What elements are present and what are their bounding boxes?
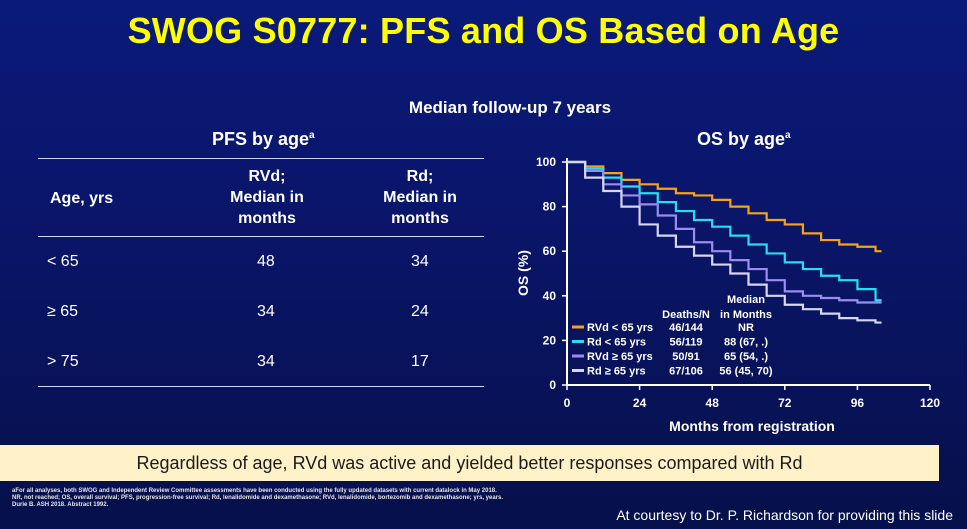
os-title-text: OS by age bbox=[697, 129, 786, 149]
header-rvd-line1: RVd; bbox=[248, 168, 286, 185]
os-title-sup: a bbox=[785, 130, 791, 141]
header-rd-line1: Rd; bbox=[406, 168, 434, 185]
x-tick-label: 96 bbox=[851, 396, 865, 410]
os-chart: 0 20 40 60 80 100 0 24 48 72 96 120 Median in Months… bbox=[515, 155, 940, 434]
table-bottom-rule bbox=[38, 386, 484, 387]
x-tick-label: 0 bbox=[564, 396, 571, 410]
x-tick-label: 120 bbox=[920, 396, 940, 410]
header-age: Age, yrs bbox=[50, 190, 114, 207]
y-tick-label: 100 bbox=[536, 155, 556, 169]
footnote-2: NR, not reached; OS, overall survival; P… bbox=[12, 495, 504, 501]
legend-series-name: RVd ≥ 65 yrs bbox=[587, 351, 653, 363]
header-rd-line2: Median in bbox=[383, 189, 457, 206]
legend-median: 65 (54, .) bbox=[724, 351, 768, 363]
legend-deaths: 56/119 bbox=[669, 337, 702, 349]
header-rvd-line3: months bbox=[238, 210, 296, 227]
legend-deaths: 46/144 bbox=[669, 322, 704, 334]
x-axis-label: Months from registration bbox=[669, 418, 835, 434]
series-line bbox=[567, 160, 882, 302]
row-rvd: 48 bbox=[257, 253, 275, 270]
y-tick-label: 40 bbox=[543, 289, 557, 303]
table-header-rule bbox=[38, 236, 484, 237]
legend-median: NR bbox=[738, 322, 754, 334]
header-rd-line3: months bbox=[391, 210, 449, 227]
row-rd: 34 bbox=[411, 253, 429, 270]
legend-series-name: Rd < 65 yrs bbox=[587, 337, 646, 349]
legend-deaths: 67/106 bbox=[669, 366, 703, 378]
courtesy-note: At courtesy to Dr. P. Richardson for pro… bbox=[616, 507, 953, 523]
y-tick-label: 0 bbox=[549, 378, 556, 392]
os-title: OS by agea bbox=[697, 129, 791, 150]
header-rd: Rd; Median in months bbox=[365, 166, 475, 229]
series-line bbox=[567, 160, 882, 324]
legend-median: 56 (45, 70) bbox=[719, 366, 773, 378]
summary-banner: Regardless of age, RVd was active and yi… bbox=[0, 445, 939, 481]
row-rd: 24 bbox=[411, 303, 429, 320]
footnote-1: aFor all analyses, both SWOG and Indepen… bbox=[12, 488, 497, 494]
legend-deaths: 50/91 bbox=[672, 351, 700, 363]
row-rvd: 34 bbox=[257, 353, 275, 370]
row-age: > 75 bbox=[47, 353, 79, 370]
y-axis-label: OS (%) bbox=[515, 250, 531, 296]
row-age: ≥ 65 bbox=[47, 303, 79, 320]
row-rd: 17 bbox=[411, 353, 429, 370]
x-tick-label: 48 bbox=[706, 396, 720, 410]
header-rvd-line2: Median in bbox=[230, 189, 304, 206]
x-tick-label: 24 bbox=[633, 396, 647, 410]
y-tick-label: 60 bbox=[543, 244, 557, 258]
followup-note: Median follow-up 7 years bbox=[408, 98, 612, 117]
legend-series-name: Rd ≥ 65 yrs bbox=[587, 366, 646, 378]
legend-header-median: in Months bbox=[720, 309, 772, 321]
legend-header-deaths: Deaths/N bbox=[662, 309, 710, 321]
row-rvd: 34 bbox=[257, 303, 275, 320]
series-line bbox=[567, 160, 882, 253]
y-tick-label: 20 bbox=[543, 333, 557, 347]
y-tick-label: 80 bbox=[543, 200, 557, 214]
table-top-rule bbox=[38, 158, 484, 159]
legend-header-median: Median bbox=[727, 294, 765, 306]
legend-median: 88 (67, .) bbox=[724, 337, 768, 349]
header-rvd: RVd; Median in months bbox=[212, 166, 322, 229]
row-age: < 65 bbox=[47, 253, 79, 270]
pfs-title-sup: a bbox=[309, 130, 315, 141]
legend-series-name: RVd < 65 yrs bbox=[587, 322, 653, 334]
footnote-3: Durie B. ASH 2018. Abstract 1992. bbox=[12, 502, 109, 508]
pfs-title-text: PFS by age bbox=[212, 129, 310, 149]
series-line bbox=[567, 160, 882, 304]
slide-title: SWOG S0777: PFS and OS Based on Age bbox=[127, 10, 840, 51]
pfs-title: PFS by agea bbox=[212, 129, 315, 150]
x-tick-label: 72 bbox=[778, 396, 792, 410]
